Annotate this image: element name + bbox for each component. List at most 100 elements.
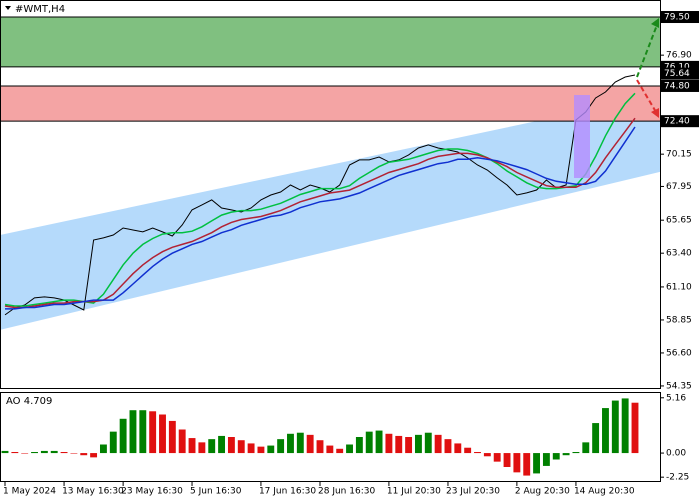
menu-icon[interactable]	[5, 6, 11, 10]
ao-bar	[483, 453, 491, 457]
y-tick-label: 63.40	[666, 249, 692, 259]
ao-bar	[365, 431, 373, 454]
ao-bar	[316, 440, 324, 454]
ao-bar	[533, 453, 541, 474]
ao-bar	[21, 453, 29, 454]
y-tick-label: 61.10	[666, 282, 692, 292]
ao-bar	[493, 453, 501, 462]
y-tick-label: 76.90	[666, 51, 692, 61]
ao-bar	[188, 438, 196, 454]
forecast-up-arrow	[636, 24, 658, 78]
ao-bar	[119, 418, 127, 454]
ao-bar	[631, 402, 639, 454]
ao-bar	[464, 447, 472, 454]
x-tick-label: 23 May 16:30	[121, 487, 183, 497]
ao-bar	[218, 435, 226, 454]
ao-bar	[129, 410, 137, 454]
highlight-box	[574, 95, 590, 178]
forecast-down-arrow	[636, 79, 657, 113]
x-tick-label: 13 May 16:30	[62, 487, 124, 497]
ao-bar	[149, 411, 157, 454]
ao-bar	[1, 450, 9, 454]
level-label: 74.80	[664, 81, 690, 91]
ao-bar	[287, 433, 294, 454]
ao-bar	[306, 434, 314, 454]
ao-bar	[513, 453, 521, 473]
ao-panel	[1, 398, 639, 476]
arrow-head	[651, 18, 659, 28]
ao-bar	[109, 431, 117, 454]
y-tick-label: 65.65	[666, 216, 692, 226]
x-tick-label: 1 May 2024	[3, 487, 56, 497]
moving-average	[4, 92, 636, 307]
ao-bar	[40, 450, 48, 454]
ao-bar	[434, 434, 442, 454]
ao-bar	[90, 453, 98, 458]
ao-bar	[523, 453, 531, 476]
x-tick-label: 23 Jul 20:30	[446, 487, 500, 497]
x-tick-label: 5 Jun 16:30	[190, 487, 242, 497]
ao-bar	[346, 444, 353, 454]
ao-bar	[198, 442, 206, 454]
ao-frame	[0, 392, 661, 482]
ao-bar	[296, 432, 304, 454]
ao-bar	[355, 437, 363, 454]
main-panel	[0, 16, 660, 330]
ao-bar	[375, 430, 383, 454]
ao-bar	[582, 442, 590, 454]
y-tick-label: -2.25	[666, 473, 689, 483]
arrow-head	[651, 108, 659, 118]
trend-channel	[0, 94, 660, 330]
ao-bar	[385, 433, 393, 454]
level-box	[661, 11, 699, 24]
ao-bar	[227, 437, 235, 454]
zone	[0, 85, 660, 122]
ao-bar	[503, 453, 511, 467]
ao-bar	[326, 445, 334, 454]
ao-bar	[424, 432, 432, 454]
ao-bar	[168, 420, 176, 454]
level-label: 72.40	[664, 117, 690, 127]
level-label: 75.64	[664, 69, 690, 79]
ao-bar	[552, 453, 560, 460]
ao-bar	[99, 444, 107, 454]
ao-bar	[454, 443, 462, 454]
ao-bar	[178, 429, 186, 454]
x-tick-label: 11 Jul 20:30	[387, 487, 441, 497]
ao-bar	[602, 408, 609, 454]
ao-bar	[572, 452, 580, 454]
y-tick-label: 67.95	[666, 182, 692, 192]
chart-title: #WMT,H4	[15, 4, 65, 15]
ao-bar	[208, 439, 216, 454]
x-tick-label: 14 Aug 20:30	[574, 487, 635, 497]
axes: 54.35 56.60 58.85 61.10 63.40 65.65 67.95 70.15…	[3, 11, 699, 497]
level-box	[661, 115, 699, 128]
ao-bar	[611, 400, 619, 454]
ao-bar	[139, 410, 147, 454]
level-label: 76.10	[664, 62, 690, 72]
ao-bar	[444, 439, 452, 454]
ao-bar	[395, 435, 403, 454]
y-tick-label: 58.85	[666, 315, 692, 325]
ao-bar	[562, 453, 570, 456]
zone	[0, 17, 660, 67]
x-tick-label: 17 Jun 16:30	[259, 487, 316, 497]
level-box	[661, 79, 699, 92]
ao-bar	[237, 440, 245, 454]
y-tick-label: 56.60	[666, 348, 692, 358]
ao-bar	[80, 453, 88, 456]
ao-bar	[257, 446, 265, 454]
ao-bar	[414, 434, 422, 454]
ao-bar	[336, 448, 344, 454]
moving-average	[5, 126, 636, 310]
y-tick-label: 54.35	[666, 381, 692, 391]
x-tick-label: 2 Aug 20:30	[515, 487, 570, 497]
ao-bar	[277, 439, 285, 454]
ao-bar	[542, 453, 550, 466]
ao-bar	[159, 414, 166, 454]
ao-title: AO 4.709	[6, 396, 52, 407]
ao-bar	[50, 450, 58, 454]
y-tick-label: 70.15	[666, 150, 692, 160]
level-label: 79.50	[664, 13, 690, 23]
